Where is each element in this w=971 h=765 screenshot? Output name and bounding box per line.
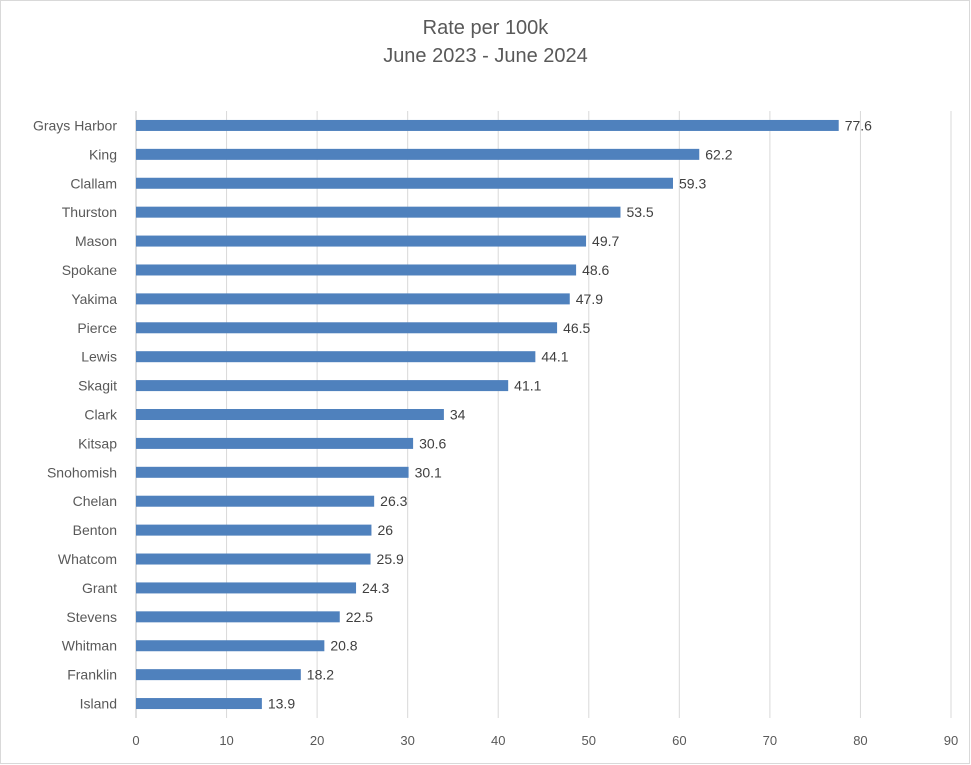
bar (136, 669, 301, 681)
x-tick-label: 10 (219, 733, 233, 748)
category-label: Clallam (70, 175, 117, 191)
bar (136, 553, 371, 565)
bar (136, 322, 558, 334)
bar (136, 495, 375, 507)
data-label: 24.3 (362, 580, 389, 596)
category-label: Grays Harbor (33, 117, 117, 133)
category-label: Whatcom (58, 551, 117, 567)
data-label: 20.8 (330, 638, 357, 654)
data-label: 30.1 (415, 464, 442, 480)
bar (136, 437, 414, 449)
x-tick-labels: 0 10 20 30 40 50 60 70 80 90 (132, 733, 958, 748)
category-label: Island (80, 696, 117, 712)
x-tick-label: 80 (853, 733, 867, 748)
category-label: Kitsap (78, 435, 117, 451)
bar (136, 206, 621, 218)
data-label: 46.5 (563, 320, 590, 336)
bar (136, 380, 509, 392)
bar (136, 293, 570, 305)
bar (136, 466, 409, 478)
data-label: 48.6 (582, 262, 609, 278)
data-label: 34 (450, 407, 466, 423)
category-label: Franklin (67, 667, 117, 683)
x-tick-label: 40 (491, 733, 505, 748)
data-label: 47.9 (576, 291, 603, 307)
bar (136, 119, 839, 131)
category-label: Spokane (62, 262, 117, 278)
x-tick-label: 50 (582, 733, 596, 748)
data-label: 18.2 (307, 667, 334, 683)
bar (136, 640, 325, 652)
bar (136, 582, 357, 594)
bar (136, 235, 587, 247)
category-label: Clark (84, 407, 118, 423)
bar (136, 698, 262, 710)
x-tick-label: 20 (310, 733, 324, 748)
bar (136, 177, 673, 189)
x-tick-label: 90 (944, 733, 958, 748)
data-label: 13.9 (268, 696, 295, 712)
data-label: 62.2 (705, 146, 732, 162)
chart-subtitle: June 2023 - June 2024 (383, 45, 588, 67)
category-label: Lewis (81, 349, 117, 365)
category-labels: Grays Harbor King Clallam Thurston Mason Spok… (33, 117, 118, 711)
x-tick-label: 70 (763, 733, 777, 748)
data-label: 26.3 (380, 493, 407, 509)
bar (136, 351, 536, 363)
data-label: 53.5 (626, 204, 653, 220)
category-label: King (89, 146, 117, 162)
bar (136, 148, 700, 160)
data-label: 30.6 (419, 435, 446, 451)
bar (136, 524, 372, 536)
chart-title-block: Rate per 100k June 2023 - June 2024 (0, 14, 971, 70)
category-label: Skagit (78, 378, 117, 394)
data-label: 77.6 (845, 117, 872, 133)
category-label: Benton (73, 522, 117, 538)
chart-title: Rate per 100k (422, 17, 549, 39)
data-label: 41.1 (514, 378, 541, 394)
x-tick-label: 60 (672, 733, 686, 748)
category-label: Mason (75, 233, 117, 249)
bar (136, 611, 340, 623)
category-label: Stevens (66, 609, 117, 625)
category-label: Snohomish (47, 464, 117, 480)
data-label: 22.5 (346, 609, 373, 625)
data-label: 49.7 (592, 233, 619, 249)
bar (136, 409, 444, 420)
data-label: 59.3 (679, 175, 706, 191)
category-label: Chelan (73, 493, 117, 509)
category-label: Whitman (62, 638, 117, 654)
x-tick-label: 30 (400, 733, 414, 748)
x-tick-label: 0 (132, 733, 139, 748)
bars (136, 119, 839, 710)
data-label: 26 (377, 522, 393, 538)
category-label: Pierce (77, 320, 117, 336)
category-label: Thurston (62, 204, 117, 220)
data-label: 25.9 (377, 551, 404, 567)
data-label: 44.1 (541, 349, 568, 365)
category-label: Yakima (71, 291, 117, 307)
category-label: Grant (82, 580, 117, 596)
bar (136, 264, 577, 276)
data-labels: 77.6 62.2 59.3 53.5 49.7 48.6 47.9 46.5 44.141.1… (268, 117, 872, 711)
